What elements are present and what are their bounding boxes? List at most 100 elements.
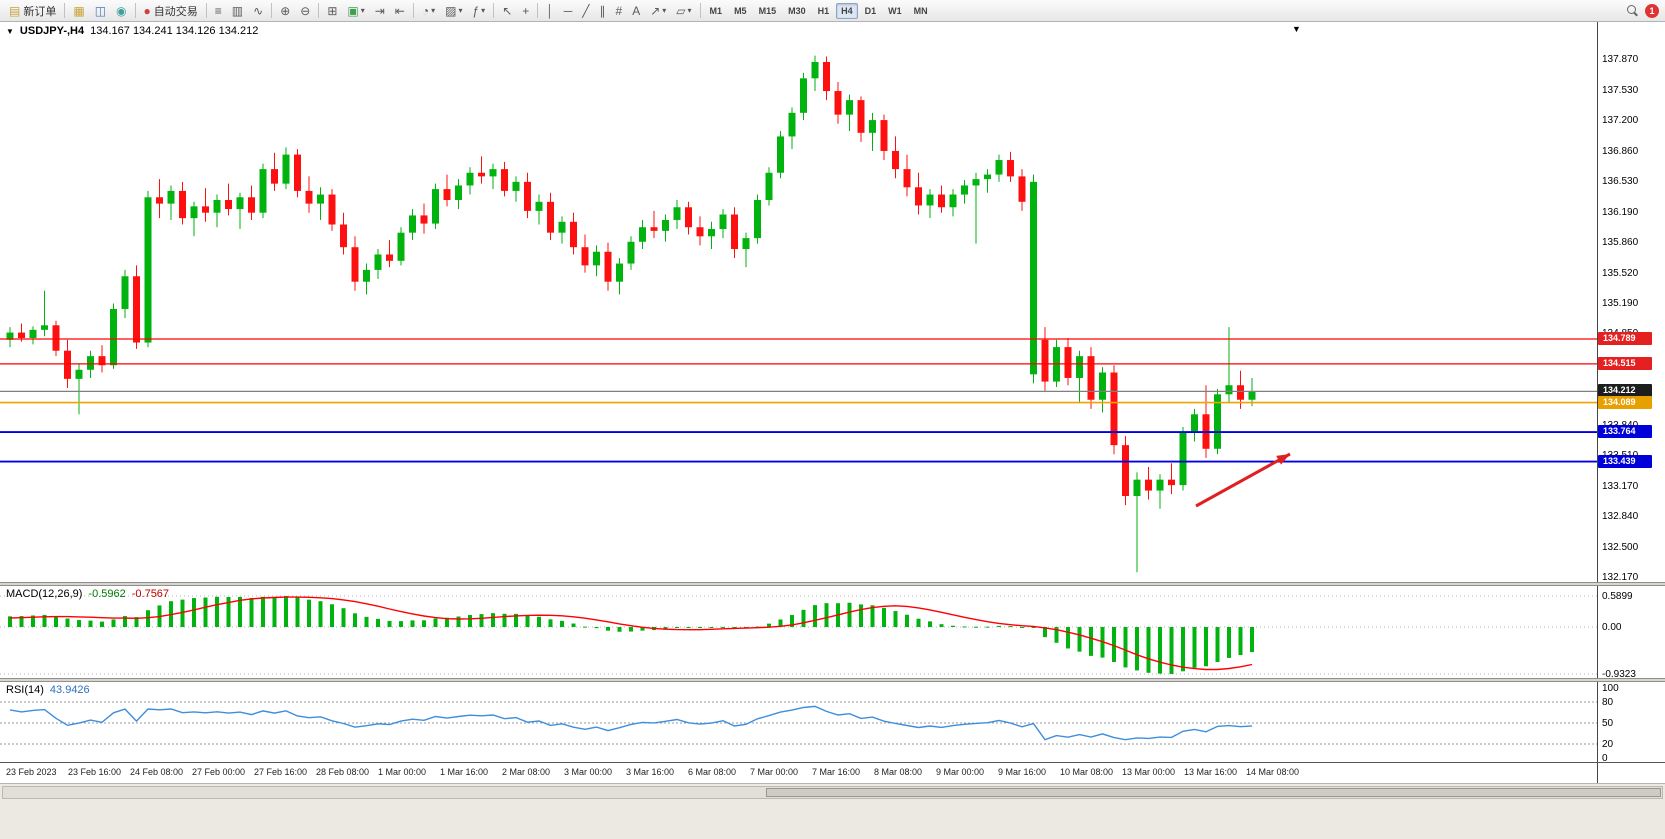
horizontal-scrollbar[interactable]: [2, 786, 1663, 799]
macd-histogram-bar: [19, 616, 24, 627]
candle-body: [972, 179, 980, 186]
candle-body: [1225, 385, 1233, 395]
text-button[interactable]: A: [627, 1, 645, 20]
timeframe-m30[interactable]: M30: [788, 5, 806, 16]
new-order-button[interactable]: ▤ 新订单: [4, 1, 61, 20]
timeframe-m15[interactable]: M15: [758, 5, 777, 16]
candlestick-chart[interactable]: [0, 22, 1597, 582]
macd-histogram-bar: [134, 617, 139, 627]
trend-arrow[interactable]: [1195, 452, 1291, 508]
macd-histogram-bar: [468, 614, 472, 627]
rsi-line: [9, 705, 1253, 741]
tile-windows-button[interactable]: ⊞: [322, 1, 342, 20]
candle-body: [961, 185, 968, 195]
candle-body: [1041, 339, 1049, 382]
macd-histogram-bar: [491, 613, 495, 627]
candle-body: [1133, 479, 1141, 496]
macd-histogram-bar: [65, 618, 70, 627]
channel-button[interactable]: ∥: [595, 1, 611, 20]
fibonacci-button[interactable]: #: [611, 1, 628, 20]
arrows-button[interactable]: ↗ ▾: [645, 1, 671, 20]
candle-body: [1007, 160, 1014, 177]
macd-histogram-bar: [422, 620, 426, 627]
timeframe-mn[interactable]: MN: [913, 5, 928, 16]
auto-scroll-button[interactable]: ⇥: [370, 1, 390, 20]
candle-body: [535, 201, 543, 211]
timeframe-m1[interactable]: M1: [709, 5, 723, 16]
shapes-icon: ▱: [676, 3, 686, 18]
timeframe-h4[interactable]: H4: [836, 2, 858, 19]
autotrading-icon: ●: [143, 3, 151, 18]
terminal-button[interactable]: ◉: [111, 1, 131, 20]
price-tick: 132.500: [1602, 541, 1639, 553]
chart-shift-button[interactable]: ⇤: [390, 1, 410, 20]
candle-body: [248, 197, 255, 213]
candle-body: [501, 169, 508, 191]
toolbar-separator: [537, 3, 539, 18]
macd-histogram-bar: [238, 596, 242, 627]
macd-plot-area: MACD(12,26,9) -0.5962 -0.7567: [0, 586, 1597, 678]
time-axis-label: 8 Mar 08:00: [874, 767, 923, 777]
price-tick: 132.170: [1602, 571, 1639, 583]
notification-badge[interactable]: 1: [1645, 3, 1659, 18]
new-chart-button[interactable]: ▣ ▾: [342, 1, 369, 20]
toolbar-separator: [493, 3, 495, 18]
macd-histogram-bar: [548, 619, 553, 627]
timeframe-w1[interactable]: W1: [888, 5, 902, 16]
macd-histogram-bar: [606, 627, 610, 631]
candle-body: [846, 100, 853, 115]
search-button[interactable]: [1626, 4, 1639, 17]
macd-histogram-bar: [893, 611, 898, 627]
price-tick: 132.840: [1602, 510, 1639, 522]
macd-histogram-bar: [410, 620, 415, 627]
macd-histogram-bar: [801, 609, 806, 627]
candle-body: [777, 136, 784, 173]
macd-chart[interactable]: [0, 586, 1597, 678]
macd-histogram-bar: [88, 620, 93, 627]
macd-histogram-bar: [31, 615, 35, 627]
chart-expand-arrow-icon[interactable]: ▼: [1292, 24, 1301, 34]
macd-histogram-bar: [629, 627, 633, 632]
zoom-out-button[interactable]: ⊖: [295, 1, 315, 20]
macd-histogram-bar: [249, 597, 254, 627]
candle-body: [167, 190, 175, 204]
crosshair-button[interactable]: +: [517, 1, 534, 20]
navigator-button[interactable]: ◫: [90, 1, 111, 20]
pane-divider[interactable]: [0, 582, 1665, 586]
shapes-button[interactable]: ▱ ▾: [671, 1, 696, 20]
trendline-button[interactable]: ╱: [577, 1, 594, 20]
quick-trade-arrow-icon[interactable]: ▼: [6, 26, 14, 36]
cursor-button[interactable]: ↖: [497, 1, 517, 20]
macd-histogram-bar: [1192, 627, 1197, 668]
timeframe-d1[interactable]: D1: [864, 5, 877, 16]
autotrading-button[interactable]: ● 自动交易: [139, 1, 203, 20]
candle-body: [121, 276, 129, 309]
market-watch-button[interactable]: ▦: [68, 1, 89, 20]
pane-divider[interactable]: [0, 678, 1665, 682]
macd-histogram-bar: [226, 597, 231, 627]
price-tick: 135.520: [1602, 267, 1639, 279]
macd-histogram-bar: [525, 615, 530, 627]
candle-body: [1214, 394, 1221, 449]
indicators-button[interactable]: ƒ ▾: [467, 1, 490, 20]
rsi-chart[interactable]: [0, 682, 1597, 762]
candle-body: [765, 172, 773, 200]
templates-button[interactable]: ▨ ▾: [440, 1, 467, 20]
zoom-in-button[interactable]: ⊕: [275, 1, 295, 20]
periods-button[interactable]: ◔ ▾: [417, 1, 440, 20]
horizontal-line-button[interactable]: ─: [559, 1, 578, 20]
macd-histogram-bar: [295, 597, 300, 627]
bar-chart-button[interactable]: ≡: [210, 1, 227, 20]
candle-body: [857, 100, 865, 133]
candle-body: [949, 194, 957, 208]
line-chart-button[interactable]: ∿: [248, 1, 268, 20]
vertical-line-button[interactable]: │: [541, 1, 559, 20]
candle-body: [6, 332, 14, 340]
timeframe-m5[interactable]: M5: [734, 5, 747, 16]
scrollbar-thumb[interactable]: [766, 788, 1661, 797]
macd-histogram-bar: [341, 608, 346, 627]
timeframe-h1[interactable]: H1: [817, 5, 830, 16]
candlestick-chart-button[interactable]: ▥: [227, 1, 248, 20]
trend-arrow-head: [1276, 454, 1290, 465]
candle-body: [133, 276, 140, 343]
